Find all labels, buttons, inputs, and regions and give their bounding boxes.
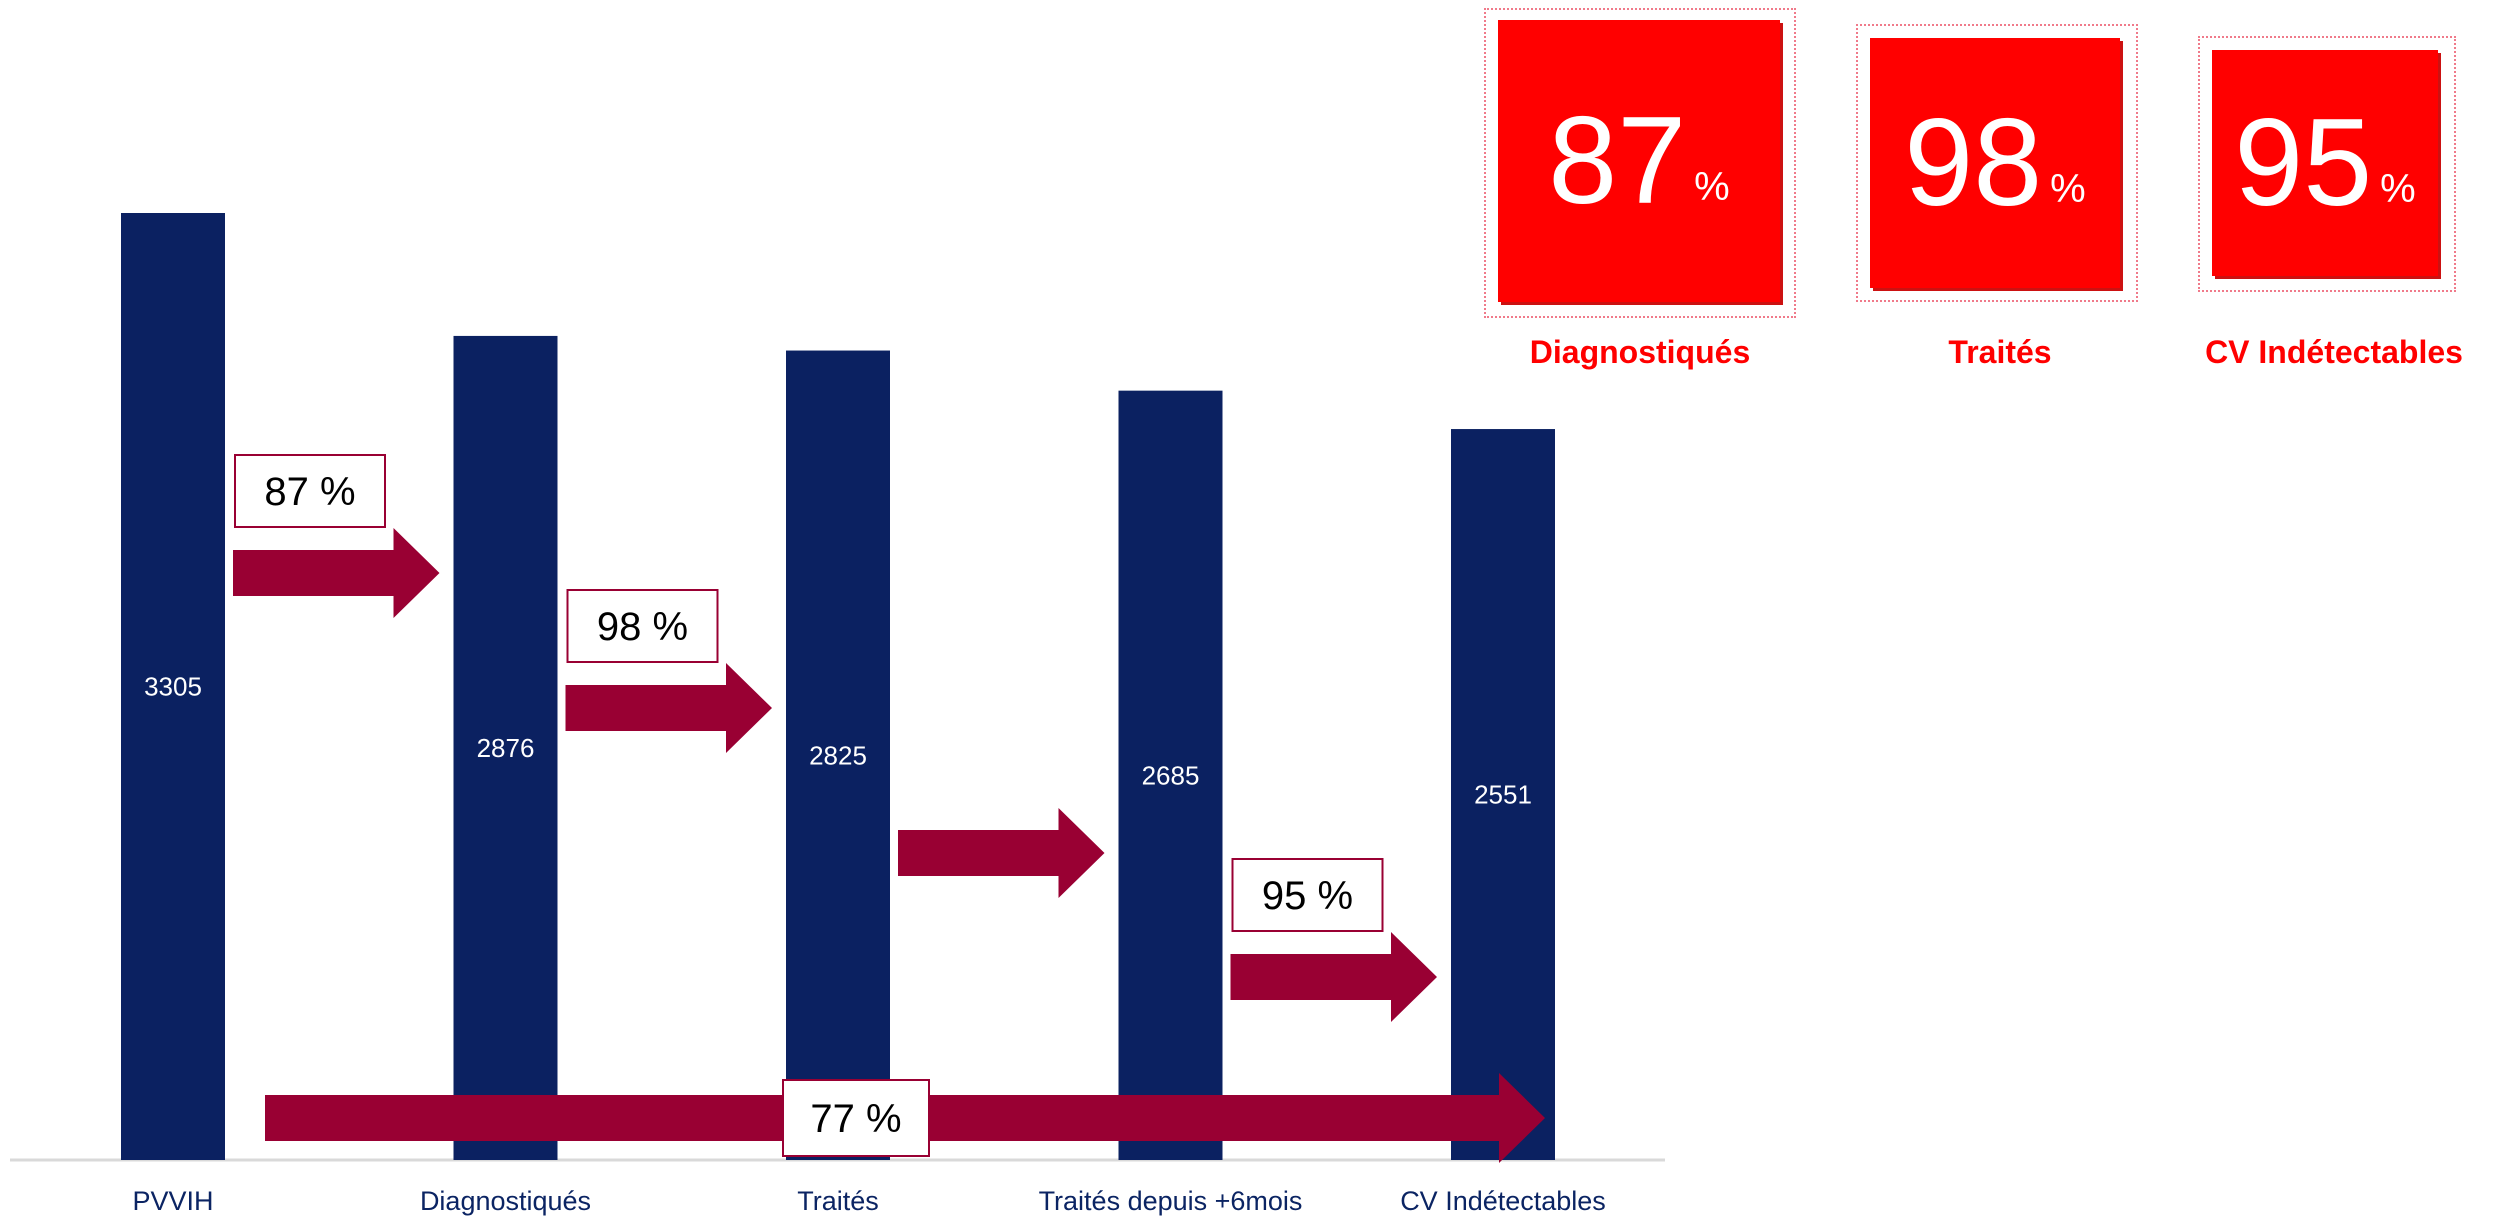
kpi-square: 98 %	[1870, 38, 2120, 288]
kpi-unit: %	[1694, 164, 1730, 209]
percent-label: 95 %	[1262, 874, 1353, 918]
percent-label: 77 %	[810, 1097, 901, 1141]
bar	[453, 335, 558, 1161]
category-label: Traités depuis +6mois	[1039, 1186, 1303, 1216]
percent-label: 98 %	[597, 605, 688, 649]
kpi-square: 95 %	[2212, 50, 2438, 276]
kpi-value: 95	[2234, 94, 2373, 232]
bar	[786, 350, 890, 1160]
transition-arrow	[1230, 932, 1437, 1022]
kpi-square: 87 %	[1498, 20, 1780, 302]
bar	[1451, 429, 1555, 1160]
transition-arrow	[233, 528, 440, 618]
bar-value-label: 2685	[1142, 760, 1200, 790]
kpi-frame	[1484, 8, 1796, 318]
bar-value-label: 2551	[1474, 780, 1532, 810]
bar	[1118, 390, 1223, 1160]
kpi-cv-indetectables: 95 % CV Indétectables	[2190, 8, 2490, 370]
category-label: Diagnostiqués	[420, 1186, 591, 1216]
kpi-traites: 98 % Traités	[1850, 8, 2150, 370]
percent-label-box	[782, 1079, 930, 1157]
bar-value-label: 2876	[477, 733, 535, 763]
percent-label-box	[1231, 858, 1384, 932]
kpi-unit: %	[2380, 166, 2416, 211]
percent-label: 87 %	[264, 470, 355, 514]
kpi-frame	[2198, 36, 2456, 292]
cascade-chart: 77 % 3305 PVVIH 2876 Diagnostiqués 2825 Trait…	[10, 213, 1665, 1216]
kpi-value: 87	[1548, 92, 1687, 230]
bar	[121, 213, 225, 1160]
bars-layer	[10, 213, 1665, 1162]
percent-label-box	[566, 589, 719, 663]
arrows-layer	[233, 528, 1437, 1022]
kpi-unit: %	[2050, 166, 2086, 211]
kpi-diagnostiques: 87 % Diagnostiqués	[1480, 8, 1796, 370]
transition-arrow	[898, 808, 1105, 898]
labels-layer: 3305 PVVIH 2876 Diagnostiqués 2825 Traités 268…	[132, 454, 1606, 1216]
category-label: Traités	[797, 1186, 879, 1216]
kpi-caption: CV Indétectables	[2205, 334, 2463, 370]
bar-value-label: 2825	[809, 740, 867, 770]
category-label: CV Indétectables	[1400, 1186, 1606, 1216]
kpi-frame	[1856, 24, 2138, 302]
kpi-caption: Traités	[1948, 334, 2052, 370]
transition-arrow	[565, 663, 772, 753]
overall-layer: 77 %	[265, 1073, 1545, 1163]
kpi-value: 98	[1904, 94, 2043, 232]
category-label: PVVIH	[132, 1186, 213, 1216]
kpi-caption: Diagnostiqués	[1529, 334, 1751, 370]
percent-label-box	[234, 454, 386, 528]
bar-value-label: 3305	[144, 672, 202, 702]
